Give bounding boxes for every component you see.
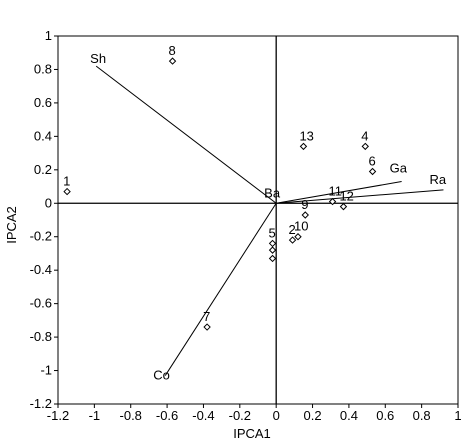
point-marker xyxy=(339,202,348,211)
point-label: 11 xyxy=(329,184,343,199)
point-label: 1 xyxy=(63,174,70,189)
y-axis-ticks: -1.2 -1 -0.8 -0.6 -0.4 -0.2 0 0.2 0.4 0.6 0.8 1 xyxy=(30,28,58,411)
y-tick-label: -0.8 xyxy=(30,329,52,344)
y-tick-label: -0.2 xyxy=(30,229,52,244)
x-tick-label: 0.6 xyxy=(376,408,394,423)
point-marker xyxy=(168,57,177,65)
vector-label-ga: Ga xyxy=(390,161,408,176)
x-axis-title: IPCA1 xyxy=(233,426,271,441)
vector-label-ba: Ba xyxy=(264,185,281,200)
point-label: 12 xyxy=(339,189,353,204)
point-marker xyxy=(301,211,309,219)
point-label: 5 xyxy=(269,225,276,240)
x-axis-ticks: -1.2 -1 -0.8 -0.6 -0.4 -0.2 0 0.2 0.4 0.6 0.8 1 xyxy=(47,404,462,423)
point-label: 8 xyxy=(169,43,176,58)
x-tick-label: 0 xyxy=(273,408,280,423)
point-marker xyxy=(294,233,302,241)
point-marker xyxy=(63,187,71,196)
point-marker xyxy=(288,236,297,244)
point-marker xyxy=(268,246,277,254)
plot-frame xyxy=(57,35,459,405)
y-tick-label: -0.4 xyxy=(30,262,52,277)
point-marker xyxy=(368,167,377,176)
vector-line-co xyxy=(164,203,277,376)
point-marker xyxy=(328,197,337,206)
vector-label-ra: Ra xyxy=(429,172,446,187)
y-tick-label: 0.2 xyxy=(34,162,52,177)
y-tick-label: -1.2 xyxy=(30,396,52,411)
x-tick-label: 0.2 xyxy=(304,408,322,423)
x-tick-label: 0.8 xyxy=(413,408,431,423)
y-tick-label: 1 xyxy=(45,28,52,43)
point-marker xyxy=(268,254,277,263)
x-tick-label: -1 xyxy=(89,408,101,423)
y-tick-label: -1 xyxy=(40,363,52,378)
reference-lines xyxy=(58,36,458,404)
point-label: 2 xyxy=(289,222,296,237)
point-label: 9 xyxy=(301,197,308,212)
point-label: 6 xyxy=(369,153,376,168)
vector-label-co: Co xyxy=(153,368,170,383)
trait-vectors: Sh Ga Ra Co Ba xyxy=(90,51,447,382)
y-tick-label: 0.4 xyxy=(34,128,52,143)
point-marker xyxy=(299,142,308,151)
vector-label-sh: Sh xyxy=(90,51,106,66)
point-marker xyxy=(268,239,277,248)
y-tick-label: -0.6 xyxy=(30,296,52,311)
x-tick-label: -0.4 xyxy=(192,408,214,423)
y-tick-label: 0.8 xyxy=(34,61,52,76)
point-label: 13 xyxy=(299,128,313,143)
x-tick-label: -1.2 xyxy=(47,408,69,423)
point-label: 10 xyxy=(294,219,308,234)
point-marker xyxy=(203,323,211,331)
y-tick-label: 0 xyxy=(45,195,52,210)
point-marker xyxy=(361,142,369,151)
x-tick-label: 0.4 xyxy=(340,408,358,423)
x-tick-label: -0.2 xyxy=(229,408,251,423)
point-label: 7 xyxy=(203,309,210,324)
x-tick-label: -0.8 xyxy=(120,408,142,423)
x-tick-label: 1 xyxy=(454,408,461,423)
y-tick-label: 0.6 xyxy=(34,95,52,110)
vector-line-sh xyxy=(95,65,277,204)
x-tick-label: -0.6 xyxy=(156,408,178,423)
y-axis-title: IPCA2 xyxy=(4,206,19,244)
vector-line-ga xyxy=(276,181,402,204)
vector-line-ra xyxy=(276,189,444,204)
point-label: 4 xyxy=(361,128,368,143)
